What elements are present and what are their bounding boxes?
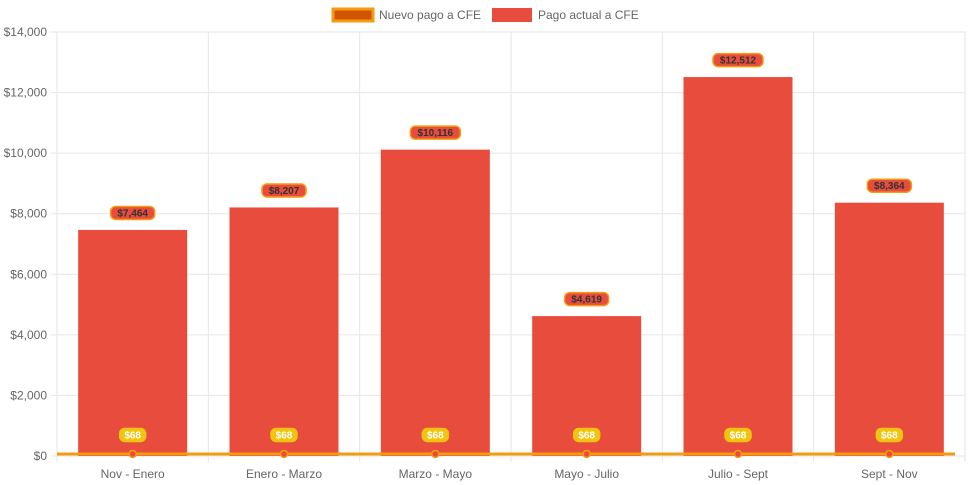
legend-swatch-line <box>331 7 375 23</box>
line-data-label: $68 <box>427 430 444 441</box>
y-tick-label: $8,000 <box>10 207 47 221</box>
line-data-label: $68 <box>730 430 747 441</box>
line-point <box>582 449 591 459</box>
line-point <box>431 449 440 459</box>
line-point <box>733 449 743 459</box>
bar-data-label-bg <box>712 52 764 68</box>
y-tick-label: $6,000 <box>10 267 47 281</box>
y-tick-label: $12,000 <box>4 86 48 100</box>
y-tick-label: $10,000 <box>4 146 48 160</box>
bar-data-label: $10,116 <box>418 128 454 139</box>
line-data-label: $68 <box>881 430 898 441</box>
grid <box>51 31 966 462</box>
bar-data-label-bg <box>409 125 462 140</box>
legend-label-line: Nuevo pago a CFE <box>379 8 481 22</box>
line-data-label-bg <box>572 427 601 443</box>
bar <box>380 149 490 457</box>
axes: $0 $2,000 $4,000 $6,000 $8,000 $10,000 $12,000… <box>4 25 918 481</box>
bar-data-label: $8,207 <box>269 186 300 197</box>
data-labels: $7,464 $8,207 $10,116 $4,619 $12,512 $8,364 $6… <box>109 52 913 443</box>
y-tick-label: $2,000 <box>10 388 47 402</box>
x-tick-label: Julio - Sept <box>708 467 769 481</box>
line-data-label-bg <box>118 427 147 443</box>
line-data-label: $68 <box>276 430 293 441</box>
line-data-label-bg <box>875 427 904 443</box>
bar-series <box>78 77 944 457</box>
x-tick-label: Marzo - Mayo <box>399 467 473 481</box>
bar <box>78 229 188 456</box>
bar-data-label: $8,364 <box>874 181 905 192</box>
bar-data-label-bg <box>261 183 307 198</box>
line-point <box>885 449 894 459</box>
x-tick-label: Mayo - Julio <box>554 467 619 481</box>
x-tick-label: Enero - Marzo <box>246 467 322 481</box>
bar <box>834 202 944 456</box>
bar-data-label-bg <box>109 205 156 221</box>
line-data-label: $68 <box>124 430 141 441</box>
line-point <box>279 449 289 459</box>
line-data-label: $68 <box>578 430 595 441</box>
bar-data-label: $7,464 <box>117 208 148 219</box>
y-tick-label: $14,000 <box>4 25 48 39</box>
line-data-label-bg <box>724 427 752 443</box>
bar-data-label-bg <box>563 291 610 307</box>
line-series <box>57 449 955 459</box>
y-tick-label: $0 <box>34 449 48 463</box>
line-point <box>128 449 137 459</box>
legend: Nuevo pago a CFE Pago actual a CFE <box>331 7 639 23</box>
y-tick-label: $4,000 <box>10 328 47 342</box>
legend-swatch-bar <box>492 8 532 22</box>
x-tick-label: Nov - Enero <box>101 467 165 481</box>
bar-data-label: $12,512 <box>720 56 757 67</box>
line-data-label-bg <box>421 427 450 443</box>
x-tick-label: Sept - Nov <box>861 467 918 481</box>
legend-label-bar: Pago actual a CFE <box>538 8 639 22</box>
bar-data-label: $4,619 <box>571 295 602 306</box>
line-data-label-bg <box>270 427 298 443</box>
bar <box>683 77 793 457</box>
bar-data-label-bg <box>866 178 913 193</box>
bar <box>229 207 339 456</box>
